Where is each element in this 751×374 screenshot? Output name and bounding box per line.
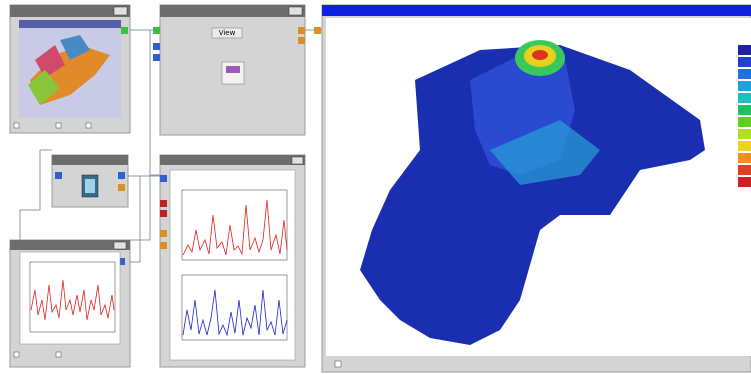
module-view[interactable]: View xyxy=(153,5,305,135)
viewer[interactable] xyxy=(314,5,751,372)
module-plot-small[interactable] xyxy=(10,240,130,367)
button-label: View xyxy=(219,29,236,37)
module-preview[interactable] xyxy=(10,5,130,133)
workspace: View xyxy=(0,0,751,374)
module-film[interactable] xyxy=(52,155,128,207)
module-plots[interactable] xyxy=(160,155,305,367)
